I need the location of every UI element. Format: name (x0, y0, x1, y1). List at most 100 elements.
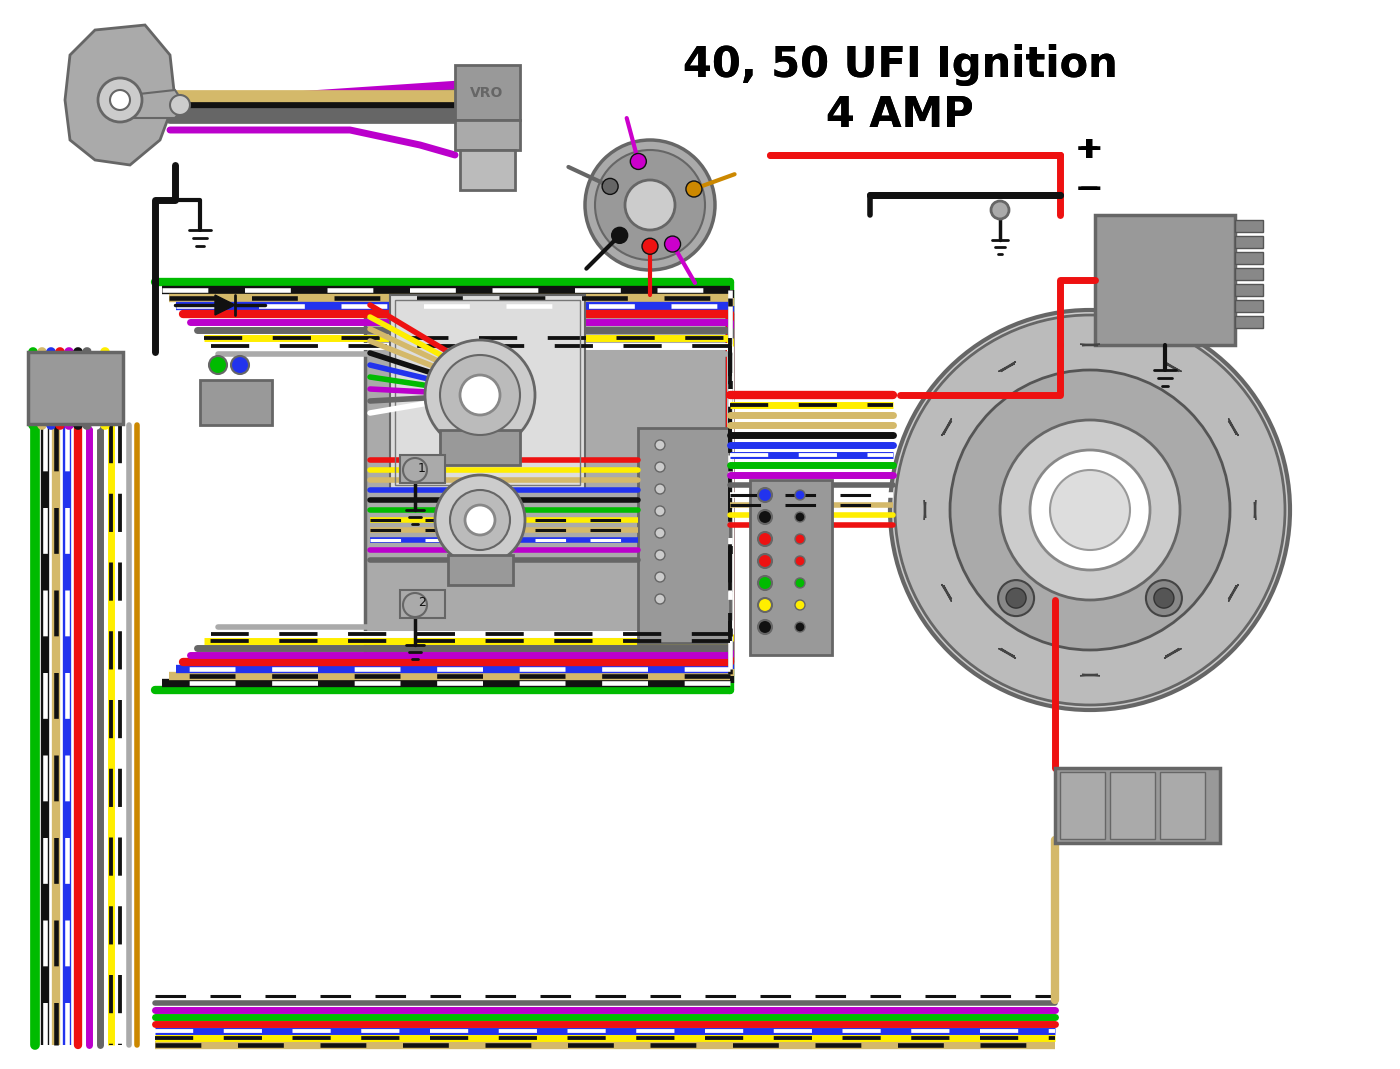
Circle shape (595, 150, 706, 260)
Bar (638, 428, 729, 642)
Circle shape (655, 440, 665, 450)
Polygon shape (1079, 675, 1100, 676)
Circle shape (795, 490, 805, 500)
Circle shape (1154, 588, 1175, 608)
Bar (1060, 772, 1105, 839)
Text: VRO: VRO (470, 86, 504, 100)
Polygon shape (1165, 649, 1182, 659)
Bar (750, 480, 832, 655)
Circle shape (461, 375, 500, 415)
Circle shape (665, 236, 680, 252)
Circle shape (757, 620, 771, 634)
Circle shape (403, 593, 427, 617)
Circle shape (440, 355, 519, 435)
Circle shape (98, 78, 141, 122)
Polygon shape (942, 418, 952, 436)
Circle shape (1147, 580, 1182, 616)
Circle shape (795, 578, 805, 588)
Circle shape (449, 490, 510, 549)
Circle shape (895, 315, 1285, 704)
Circle shape (655, 462, 665, 472)
Circle shape (951, 370, 1231, 650)
Polygon shape (998, 649, 1016, 659)
Bar (395, 300, 580, 485)
Circle shape (757, 576, 771, 590)
Bar (391, 295, 585, 490)
Circle shape (795, 512, 805, 522)
Text: 4 AMP: 4 AMP (826, 94, 974, 136)
Bar (1235, 284, 1263, 296)
Text: 2: 2 (419, 597, 426, 609)
Polygon shape (130, 90, 185, 118)
Circle shape (795, 600, 805, 610)
Circle shape (1050, 470, 1130, 549)
Circle shape (111, 90, 130, 110)
Circle shape (612, 228, 627, 244)
Bar (1235, 236, 1263, 248)
Circle shape (231, 356, 249, 374)
Bar (1235, 316, 1263, 328)
Bar (455, 65, 519, 120)
Circle shape (795, 622, 805, 632)
Polygon shape (64, 25, 175, 165)
Text: +: + (1078, 136, 1103, 165)
Circle shape (435, 475, 525, 566)
Circle shape (655, 484, 665, 494)
Bar (448, 555, 512, 585)
Bar (1235, 220, 1263, 232)
Bar (1095, 215, 1235, 345)
Circle shape (1030, 450, 1149, 570)
Circle shape (602, 179, 619, 195)
Circle shape (643, 238, 658, 254)
Circle shape (1000, 420, 1180, 600)
Text: −: − (1078, 175, 1103, 204)
Bar (400, 455, 445, 483)
Polygon shape (942, 585, 952, 602)
Bar (455, 120, 519, 150)
Bar (1235, 268, 1263, 280)
Bar (200, 379, 272, 425)
Circle shape (655, 594, 665, 604)
Circle shape (655, 572, 665, 582)
Circle shape (998, 580, 1035, 616)
Bar (1235, 300, 1263, 312)
Circle shape (795, 534, 805, 544)
Circle shape (757, 532, 771, 546)
Polygon shape (998, 361, 1016, 372)
Bar (1235, 252, 1263, 264)
Bar (1161, 772, 1205, 839)
Bar (461, 150, 515, 190)
Bar (400, 590, 445, 618)
Text: 4 AMP: 4 AMP (826, 94, 974, 136)
Circle shape (655, 506, 665, 516)
Text: −: − (1075, 175, 1100, 204)
Circle shape (757, 598, 771, 611)
Polygon shape (1079, 344, 1100, 345)
Bar (365, 280, 729, 690)
Circle shape (655, 528, 665, 538)
Circle shape (585, 140, 715, 270)
Polygon shape (1228, 585, 1239, 602)
Text: 40, 50 UFI Ignition: 40, 50 UFI Ignition (683, 44, 1117, 86)
Circle shape (1007, 588, 1026, 608)
Circle shape (991, 201, 1009, 219)
Circle shape (209, 356, 227, 374)
Text: +: + (1075, 136, 1100, 165)
Circle shape (757, 554, 771, 568)
Bar (1110, 772, 1155, 839)
Circle shape (169, 95, 190, 115)
Circle shape (624, 180, 675, 230)
Bar (28, 352, 123, 424)
Circle shape (465, 505, 496, 534)
Circle shape (630, 154, 647, 170)
Bar (1056, 768, 1219, 843)
Circle shape (757, 510, 771, 524)
Circle shape (890, 310, 1289, 710)
Bar (440, 430, 519, 465)
Circle shape (795, 556, 805, 566)
Circle shape (655, 549, 665, 560)
Polygon shape (1228, 418, 1239, 436)
Circle shape (686, 181, 701, 197)
Text: 40, 50 UFI Ignition: 40, 50 UFI Ignition (683, 44, 1117, 86)
Polygon shape (1165, 361, 1182, 372)
